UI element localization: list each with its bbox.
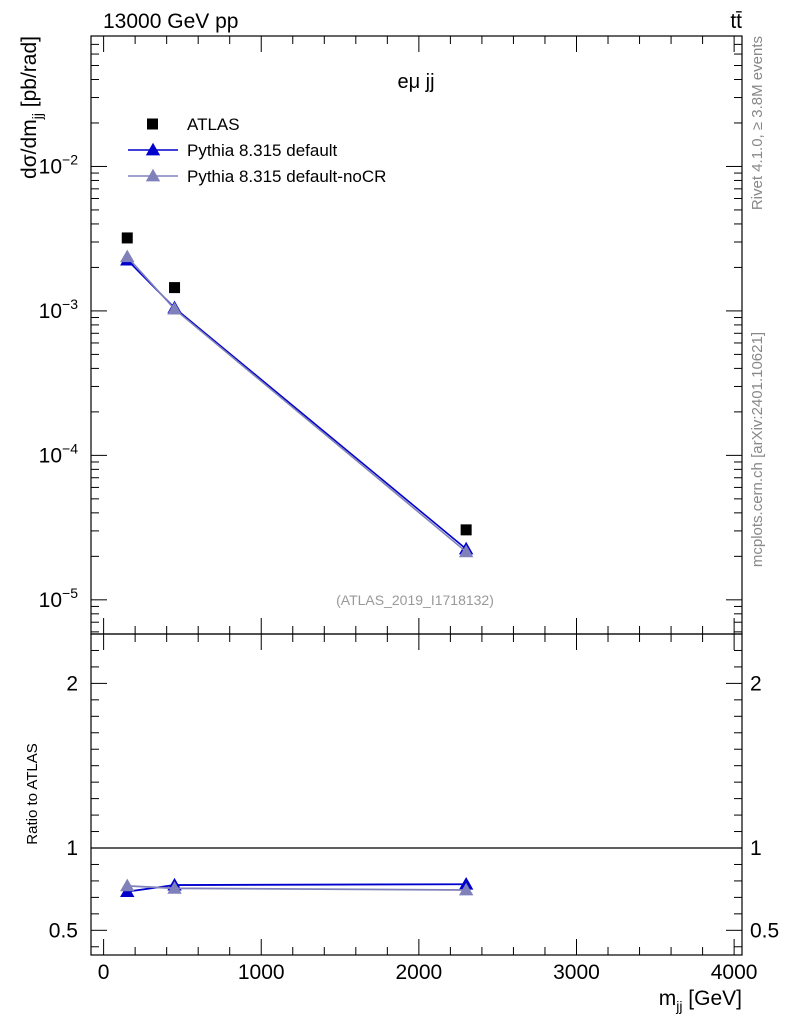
main-panel: 10−2 10−3 10−4 10−5 <box>39 35 743 635</box>
legend-marker-atlas <box>147 118 158 130</box>
main-ytick-label: 10−3 <box>39 296 79 323</box>
main-ytick-label: 10−2 <box>39 151 79 178</box>
watermark: (ATLAS_2019_I1718132) <box>336 592 494 608</box>
header-right: tt̄ <box>730 10 742 33</box>
main-ytick-label: 10−5 <box>39 585 79 612</box>
xtick-label: 0 <box>98 961 110 984</box>
ratio-ylabel: Ratio to ATLAS <box>24 743 41 844</box>
series-point-2 <box>167 301 182 315</box>
main-ylabel: dσ/dmjj [pb/rad] <box>18 36 45 179</box>
ratio-ytick-label-left: 0.5 <box>49 919 78 942</box>
xlabel: mjj [GeV] <box>659 987 742 1014</box>
atlas-point <box>121 232 133 244</box>
ratio-ytick-label-right: 0.5 <box>750 919 779 942</box>
atlas-point <box>460 524 472 536</box>
ratio-point-1 <box>120 878 135 892</box>
legend-label: ATLAS <box>187 115 240 134</box>
rivet-label: Rivet 4.1.0, ≥ 3.8M events <box>749 36 766 210</box>
atlas-point <box>169 282 181 294</box>
ratio-panel: 0 1000 2000 3000 4000 0.5 0.5 1 1 2 2 <box>49 633 779 984</box>
legend-label: Pythia 8.315 default <box>187 141 338 160</box>
ratio-frame <box>90 633 743 956</box>
series-line-1 <box>126 259 467 550</box>
ratio-ytick-label-right: 2 <box>750 672 762 695</box>
ratio-ytick-label-right: 1 <box>750 837 762 860</box>
ratio-point-1 <box>167 881 182 894</box>
series-point-2 <box>458 544 474 558</box>
main-title: eμ jj <box>397 71 434 93</box>
main-ytick-label: 10−4 <box>39 440 79 467</box>
series-point-2 <box>120 249 135 263</box>
ratio-point-1 <box>458 882 474 896</box>
ratio-ytick-label-left: 1 <box>66 837 78 860</box>
header-left: 13000 GeV pp <box>103 10 238 33</box>
xtick-label: 1000 <box>238 961 285 984</box>
legend-marker <box>145 168 161 182</box>
xtick-label: 2000 <box>396 961 443 984</box>
legend-marker <box>145 142 161 156</box>
ratio-ytick-label-left: 2 <box>66 672 78 695</box>
xtick-label: 4000 <box>711 961 758 984</box>
xtick-label: 3000 <box>553 961 600 984</box>
mcplots-label: mcplots.cern.ch [arXiv:2401.10621] <box>749 332 766 567</box>
legend-label: Pythia 8.315 default-noCR <box>187 167 386 186</box>
legend: ATLAS Pythia 8.315 default Pythia 8.315 de… <box>128 115 386 186</box>
